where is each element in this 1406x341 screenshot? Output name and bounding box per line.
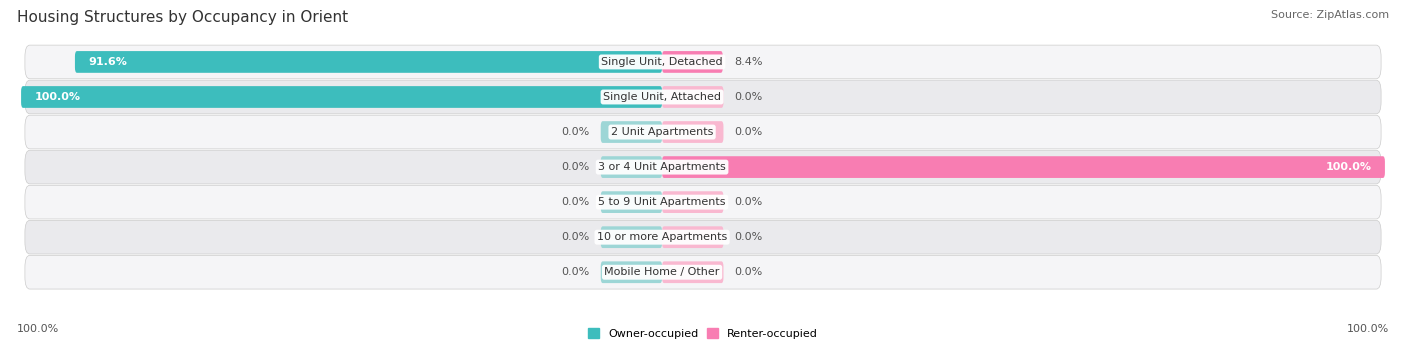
FancyBboxPatch shape — [600, 191, 662, 213]
Text: 2 Unit Apartments: 2 Unit Apartments — [610, 127, 713, 137]
Text: 0.0%: 0.0% — [734, 197, 762, 207]
Text: 0.0%: 0.0% — [561, 232, 589, 242]
FancyBboxPatch shape — [25, 115, 1381, 149]
Text: Source: ZipAtlas.com: Source: ZipAtlas.com — [1271, 10, 1389, 20]
Text: 10 or more Apartments: 10 or more Apartments — [598, 232, 727, 242]
Text: 8.4%: 8.4% — [734, 57, 763, 67]
Text: 0.0%: 0.0% — [734, 267, 762, 277]
Text: 0.0%: 0.0% — [734, 232, 762, 242]
FancyBboxPatch shape — [21, 86, 662, 108]
Text: 5 to 9 Unit Apartments: 5 to 9 Unit Apartments — [599, 197, 725, 207]
Legend: Owner-occupied, Renter-occupied: Owner-occupied, Renter-occupied — [583, 324, 823, 341]
FancyBboxPatch shape — [662, 86, 724, 108]
FancyBboxPatch shape — [662, 226, 724, 248]
Text: 100.0%: 100.0% — [17, 324, 59, 334]
Text: 100.0%: 100.0% — [35, 92, 80, 102]
Text: Housing Structures by Occupancy in Orient: Housing Structures by Occupancy in Orien… — [17, 10, 349, 25]
Text: Mobile Home / Other: Mobile Home / Other — [605, 267, 720, 277]
FancyBboxPatch shape — [25, 185, 1381, 219]
FancyBboxPatch shape — [75, 51, 662, 73]
FancyBboxPatch shape — [600, 156, 662, 178]
FancyBboxPatch shape — [25, 80, 1381, 114]
FancyBboxPatch shape — [25, 150, 1381, 184]
FancyBboxPatch shape — [25, 220, 1381, 254]
FancyBboxPatch shape — [662, 51, 723, 73]
FancyBboxPatch shape — [662, 261, 724, 283]
Text: 91.6%: 91.6% — [89, 57, 128, 67]
Text: 3 or 4 Unit Apartments: 3 or 4 Unit Apartments — [598, 162, 725, 172]
FancyBboxPatch shape — [662, 156, 1385, 178]
Text: 0.0%: 0.0% — [561, 127, 589, 137]
FancyBboxPatch shape — [662, 121, 724, 143]
FancyBboxPatch shape — [25, 45, 1381, 79]
Text: Single Unit, Detached: Single Unit, Detached — [602, 57, 723, 67]
Text: 0.0%: 0.0% — [561, 162, 589, 172]
Text: 100.0%: 100.0% — [1326, 162, 1371, 172]
Text: 0.0%: 0.0% — [561, 267, 589, 277]
Text: 100.0%: 100.0% — [1347, 324, 1389, 334]
FancyBboxPatch shape — [600, 226, 662, 248]
FancyBboxPatch shape — [662, 191, 724, 213]
FancyBboxPatch shape — [25, 255, 1381, 289]
Text: 0.0%: 0.0% — [561, 197, 589, 207]
Text: 0.0%: 0.0% — [734, 127, 762, 137]
Text: 0.0%: 0.0% — [734, 92, 762, 102]
FancyBboxPatch shape — [600, 261, 662, 283]
FancyBboxPatch shape — [600, 121, 662, 143]
Text: Single Unit, Attached: Single Unit, Attached — [603, 92, 721, 102]
